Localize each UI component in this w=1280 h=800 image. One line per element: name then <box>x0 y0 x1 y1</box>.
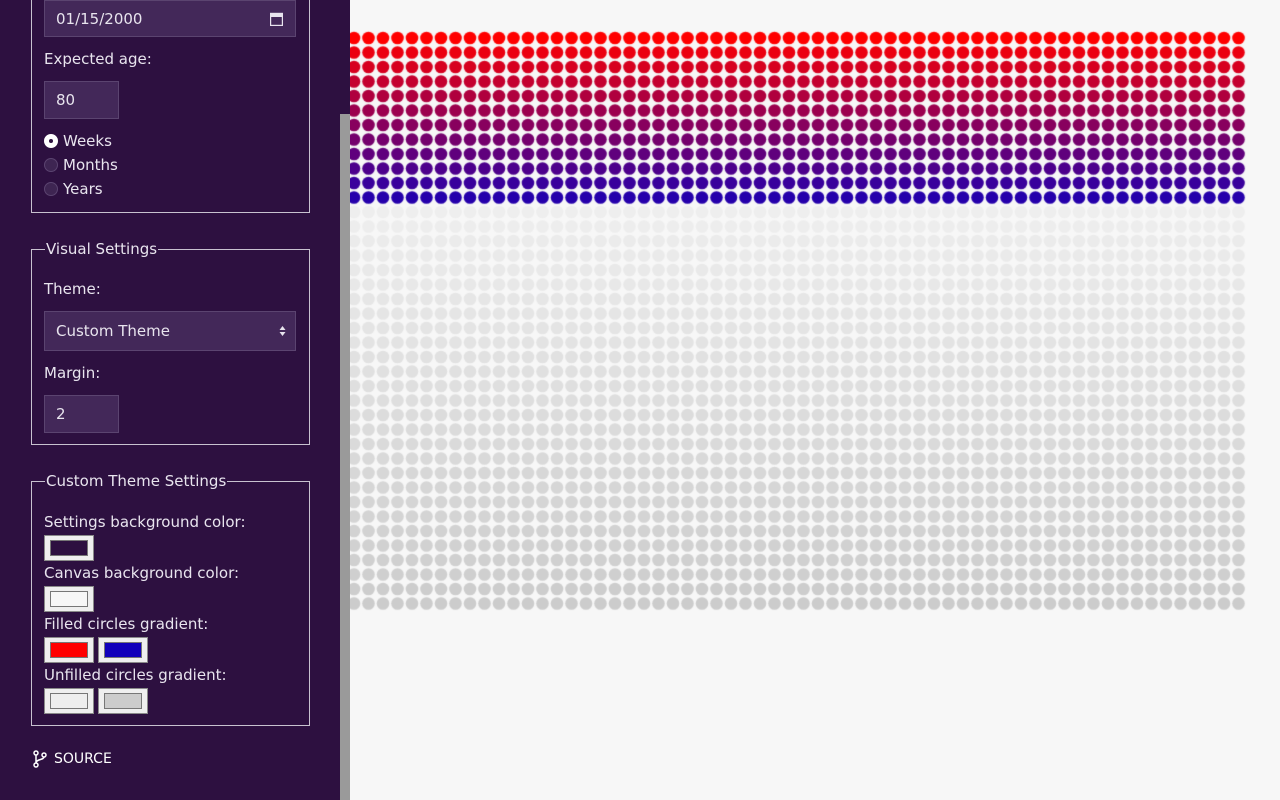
swatch-color <box>104 693 142 709</box>
unit-weeks-radio[interactable]: Weeks <box>44 132 112 150</box>
filled-gradient-label: Filled circles gradient: <box>44 615 209 633</box>
settings-sidebar: 01/15/2000 Expected age: 80 Weeks Months… <box>0 0 340 800</box>
radio-checked-icon <box>44 134 58 148</box>
margin-input[interactable]: 2 <box>44 395 119 433</box>
settings-bg-color-picker[interactable] <box>44 535 94 561</box>
unit-weeks-label: Weeks <box>63 132 112 150</box>
custom-theme-group: Custom Theme Settings <box>31 472 310 726</box>
select-arrows-icon <box>279 326 286 336</box>
git-branch-icon <box>33 750 47 768</box>
expected-age-label: Expected age: <box>44 50 152 68</box>
calendar-icon[interactable] <box>270 12 283 26</box>
swatch-color <box>50 540 88 556</box>
canvas-bg-color-picker[interactable] <box>44 586 94 612</box>
swatch-color <box>50 591 88 607</box>
theme-select[interactable]: Custom Theme <box>44 311 296 351</box>
unfilled-gradient-label: Unfilled circles gradient: <box>44 666 227 684</box>
filled-start-color-picker[interactable] <box>44 637 94 663</box>
birth-date-value: 01/15/2000 <box>56 9 143 28</box>
filled-end-color-picker[interactable] <box>98 637 148 663</box>
visual-settings-legend: Visual Settings <box>46 240 158 258</box>
expected-age-input[interactable]: 80 <box>44 81 119 119</box>
swatch-color <box>104 642 142 658</box>
custom-theme-legend: Custom Theme Settings <box>46 472 227 490</box>
swatch-color <box>50 693 88 709</box>
unfilled-start-color-picker[interactable] <box>44 688 94 714</box>
swatch-color <box>50 642 88 658</box>
life-settings-group <box>31 0 310 213</box>
visual-settings-group: Visual Settings <box>31 240 310 445</box>
unfilled-end-color-picker[interactable] <box>98 688 148 714</box>
settings-bg-label: Settings background color: <box>44 513 246 531</box>
sidebar-scrollbar-thumb[interactable] <box>340 114 350 800</box>
unit-months-label: Months <box>63 156 118 174</box>
source-link-label: SOURCE <box>54 751 112 767</box>
unit-years-radio[interactable]: Years <box>44 180 103 198</box>
theme-label: Theme: <box>44 280 101 298</box>
margin-label: Margin: <box>44 364 101 382</box>
theme-select-value: Custom Theme <box>56 322 170 340</box>
canvas-bg-label: Canvas background color: <box>44 564 240 582</box>
birth-date-input[interactable]: 01/15/2000 <box>44 0 296 37</box>
unit-years-label: Years <box>63 180 103 198</box>
source-link[interactable]: SOURCE <box>33 750 112 768</box>
radio-unchecked-icon <box>44 158 58 172</box>
radio-unchecked-icon <box>44 182 58 196</box>
unit-months-radio[interactable]: Months <box>44 156 118 174</box>
